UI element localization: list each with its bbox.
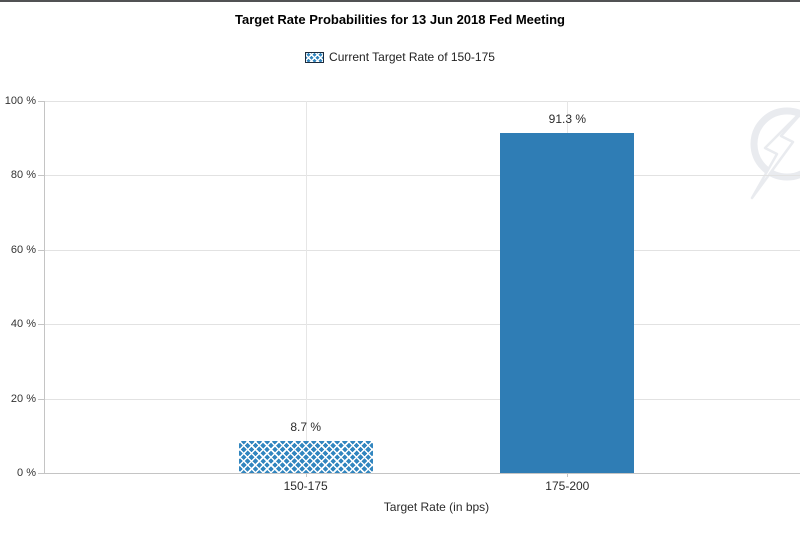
y-axis-tick bbox=[38, 101, 44, 102]
chart-legend: Current Target Rate of 150-175 bbox=[0, 50, 800, 64]
gridline-horizontal bbox=[44, 249, 800, 251]
gridline-horizontal bbox=[44, 101, 800, 102]
bar-175-200 bbox=[500, 133, 635, 473]
gridline-horizontal bbox=[44, 398, 800, 400]
y-axis-tick bbox=[38, 249, 44, 251]
y-axis-tick bbox=[38, 398, 44, 400]
x-axis-title: Target Rate (in bps) bbox=[383, 500, 490, 514]
y-axis-tick bbox=[38, 175, 44, 177]
legend-crosshatch-swatch-icon bbox=[305, 51, 325, 63]
x-axis-tick bbox=[305, 473, 307, 477]
y-axis-tick-label: 60 % bbox=[10, 243, 36, 256]
x-axis-tick-label: 150-175 bbox=[283, 479, 328, 493]
y-axis-tick bbox=[38, 473, 44, 474]
y-axis-tick bbox=[38, 324, 44, 326]
gridline-horizontal bbox=[44, 324, 800, 326]
bar-value-label: 8.7 % bbox=[290, 419, 321, 434]
x-axis-tick bbox=[567, 473, 569, 477]
plot-area: 0 % 20 % 40 % 60 % 80 % 100 % 8.7 % 150-175 91.3… bbox=[5, 95, 800, 493]
x-axis-line bbox=[44, 473, 800, 474]
bar-value-label: 91.3 % bbox=[548, 112, 586, 127]
y-axis-line bbox=[44, 101, 45, 473]
y-axis-tick-label: 40 % bbox=[10, 318, 36, 331]
y-axis-tick-label: 0 % bbox=[17, 467, 36, 479]
y-axis-tick-label: 20 % bbox=[10, 392, 36, 405]
legend-label: Current Target Rate of 150-175 bbox=[329, 50, 495, 64]
top-border-line bbox=[0, 0, 800, 2]
lightning-bolt-logo-watermark-icon bbox=[750, 107, 800, 200]
y-axis-tick-label: 100 % bbox=[4, 95, 36, 107]
gridline-vertical bbox=[305, 101, 307, 473]
y-axis-tick-label: 80 % bbox=[10, 169, 36, 182]
gridline-horizontal bbox=[44, 175, 800, 177]
chart-title: Target Rate Probabilities for 13 Jun 201… bbox=[235, 12, 565, 27]
bar-150-175 bbox=[238, 440, 373, 473]
x-axis-tick-label: 175-200 bbox=[545, 479, 590, 493]
